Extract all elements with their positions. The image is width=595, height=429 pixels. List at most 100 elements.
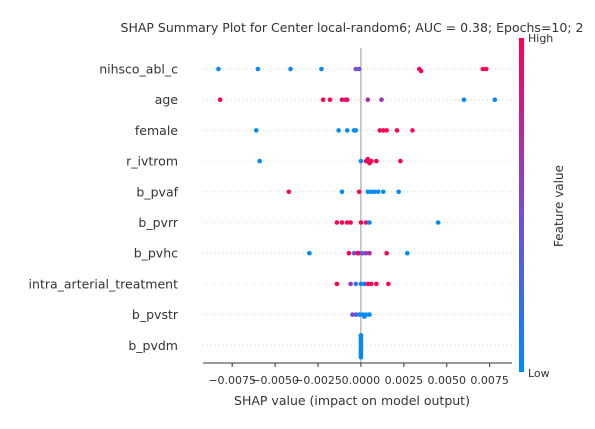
data-points — [216, 66, 498, 360]
data-point — [216, 66, 221, 72]
data-point — [365, 97, 371, 102]
data-point — [368, 189, 374, 195]
data-point — [255, 66, 261, 72]
data-point — [334, 220, 340, 225]
data-point — [374, 158, 379, 164]
colorbar-low-label: Low — [528, 367, 550, 380]
data-point — [217, 97, 223, 102]
x-axis-label: SHAP value (impact on model output) — [234, 393, 470, 408]
data-point — [358, 333, 364, 338]
data-point — [350, 312, 355, 317]
data-point — [380, 189, 386, 195]
data-point — [336, 128, 341, 133]
data-point — [320, 97, 326, 102]
data-point — [374, 281, 379, 287]
data-point — [358, 158, 364, 164]
chart-title: SHAP Summary Plot for Center local-rando… — [121, 20, 584, 35]
data-point — [363, 158, 369, 164]
data-point — [319, 66, 324, 72]
data-point — [367, 160, 372, 166]
x-tick-label: 0.0050 — [428, 374, 467, 387]
data-point — [380, 128, 386, 133]
feature-label: r_ivtrom — [126, 154, 178, 169]
data-point — [358, 220, 364, 225]
data-point — [344, 128, 350, 133]
x-tick-label: 0.0075 — [470, 374, 509, 387]
data-point — [394, 128, 400, 133]
data-point — [435, 220, 441, 225]
x-tick-label: −0.0050 — [251, 374, 299, 387]
data-point — [356, 312, 362, 317]
data-point — [358, 355, 364, 360]
data-point — [334, 281, 340, 287]
x-tick-label: −0.0075 — [208, 374, 256, 387]
feature-label: b_pvaf — [136, 184, 178, 199]
data-point — [386, 281, 391, 287]
x-axis-ticks: −0.0075−0.0050−0.0025 0.0000 0.0025 0.0050 0… — [208, 363, 509, 387]
colorbar-high-label: High — [528, 32, 553, 45]
data-point — [418, 68, 424, 74]
data-point — [384, 250, 389, 256]
data-point — [362, 314, 367, 319]
data-point — [346, 250, 352, 256]
data-point — [351, 250, 357, 256]
data-point — [398, 158, 403, 164]
data-point — [343, 97, 348, 102]
feature-label: female — [135, 123, 178, 138]
data-point — [353, 128, 359, 133]
x-tick-label: 0.0025 — [385, 374, 424, 387]
data-point — [348, 281, 353, 287]
colorbar: High Low Feature value — [519, 32, 566, 380]
data-point — [353, 312, 359, 317]
data-point — [327, 97, 333, 102]
data-point — [368, 281, 374, 287]
x-tick-label: 0.0000 — [342, 374, 381, 387]
data-point — [348, 220, 353, 225]
feature-label: b_pvstr — [132, 307, 179, 322]
data-point — [363, 220, 369, 225]
data-point — [377, 128, 383, 133]
colorbar-title: Feature value — [552, 165, 566, 247]
data-point — [483, 66, 489, 72]
data-point — [367, 312, 372, 317]
data-point — [356, 66, 362, 72]
feature-label: nihsco_abl_c — [99, 62, 178, 77]
data-point — [365, 189, 371, 195]
feature-label: b_pvrr — [138, 215, 178, 230]
feature-label: b_pvhc — [134, 246, 178, 261]
data-point — [355, 250, 360, 256]
colorbar-gradient — [519, 38, 524, 372]
data-point — [396, 189, 402, 195]
data-point — [339, 97, 345, 102]
data-point — [379, 97, 384, 102]
data-point — [339, 220, 345, 225]
data-point — [253, 128, 259, 133]
data-point — [492, 97, 498, 102]
data-point — [372, 189, 377, 195]
data-point — [356, 189, 362, 195]
data-point — [353, 66, 359, 72]
data-point — [286, 189, 292, 195]
data-point — [360, 250, 365, 256]
data-point — [288, 66, 293, 72]
data-point — [461, 97, 467, 102]
data-point — [384, 128, 389, 133]
data-point — [257, 158, 262, 164]
data-point — [344, 220, 350, 225]
data-point — [353, 281, 359, 287]
data-point — [307, 250, 312, 256]
data-point — [367, 220, 372, 225]
feature-label: intra_arterial_treatment — [29, 276, 179, 291]
data-point — [410, 128, 415, 133]
data-point — [480, 66, 486, 72]
data-point — [339, 189, 345, 195]
feature-label: b_pvdm — [128, 338, 178, 353]
data-point — [363, 250, 369, 256]
data-point — [362, 281, 367, 287]
feature-label: age — [155, 92, 179, 107]
data-point — [367, 250, 372, 256]
data-point — [358, 281, 364, 287]
data-point — [365, 281, 371, 287]
data-point — [404, 250, 410, 256]
